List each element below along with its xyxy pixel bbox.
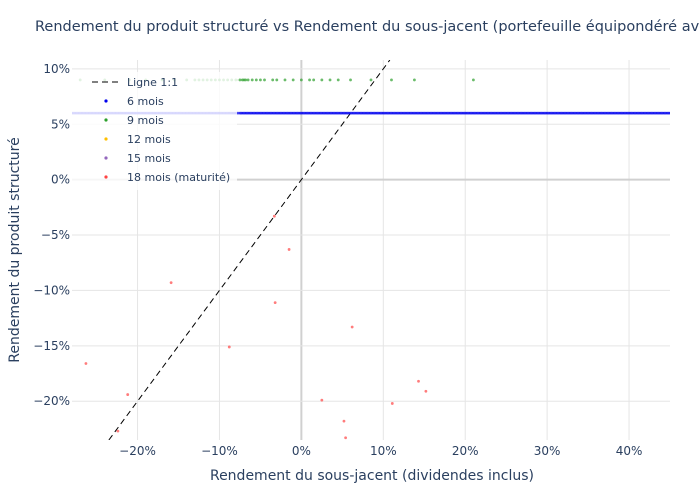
legend-marker bbox=[104, 118, 108, 122]
data-point bbox=[244, 78, 248, 82]
data-point bbox=[342, 419, 346, 423]
reference-line bbox=[108, 60, 391, 440]
data-point bbox=[424, 389, 428, 393]
data-point-6-mois bbox=[668, 111, 670, 115]
data-point bbox=[344, 436, 348, 440]
legend[interactable]: Ligne 1:1 6 mois 9 mois 12 mois 15 mois 18 mo… bbox=[72, 72, 237, 190]
data-point bbox=[336, 78, 340, 82]
data-point bbox=[413, 78, 416, 82]
x-tick-label: 0% bbox=[292, 444, 311, 458]
data-point bbox=[84, 362, 88, 365]
x-tick-label: 20% bbox=[452, 444, 479, 458]
y-tick-label: −10% bbox=[33, 283, 70, 297]
data-point bbox=[238, 78, 242, 82]
y-tick-label: −15% bbox=[33, 339, 70, 353]
data-point bbox=[259, 78, 262, 82]
data-point bbox=[169, 281, 173, 285]
data-point bbox=[417, 379, 420, 383]
data-point bbox=[349, 78, 352, 82]
tick-labels: −20% −10% 0% 10% 20% 30% 40% −20% −15% −10% −5% 0% 5… bbox=[33, 62, 642, 458]
legend-item[interactable]: 18 mois (maturité) bbox=[104, 171, 230, 184]
legend-item[interactable]: 9 mois bbox=[104, 114, 164, 127]
x-tick-label: 30% bbox=[534, 444, 561, 458]
data-point bbox=[283, 78, 287, 82]
data-point bbox=[320, 78, 324, 82]
data-point bbox=[254, 78, 258, 82]
x-axis-title: Rendement du sous-jacent (dividendes inc… bbox=[210, 468, 534, 484]
data-point bbox=[390, 402, 394, 405]
legend-label: 12 mois bbox=[127, 133, 171, 146]
legend-marker bbox=[104, 175, 108, 179]
data-point bbox=[227, 345, 231, 349]
legend-marker bbox=[104, 137, 108, 141]
data-point bbox=[328, 78, 332, 82]
legend-marker bbox=[104, 156, 108, 160]
x-tick-label: 10% bbox=[370, 444, 397, 458]
data-point bbox=[271, 78, 275, 82]
x-tick-label: −10% bbox=[201, 444, 238, 458]
data-point bbox=[272, 214, 276, 218]
data-point bbox=[291, 78, 295, 82]
y-axis-title: Rendement du produit structuré bbox=[7, 137, 23, 362]
data-point bbox=[299, 78, 303, 82]
data-point bbox=[312, 78, 316, 82]
legend-item[interactable]: 6 mois bbox=[104, 95, 164, 108]
data-point bbox=[390, 78, 393, 82]
data-point bbox=[320, 398, 324, 402]
data-point bbox=[250, 78, 254, 82]
legend-label: 6 mois bbox=[127, 95, 164, 108]
legend-label: 9 mois bbox=[127, 114, 164, 127]
y-tick-label: 10% bbox=[43, 62, 70, 76]
chart-title: Rendement du produit structuré vs Rendem… bbox=[35, 19, 700, 35]
data-point bbox=[273, 301, 277, 305]
data-point bbox=[350, 325, 354, 329]
data-point bbox=[116, 429, 120, 433]
legend-label: 15 mois bbox=[127, 152, 171, 165]
x-tick-label: −20% bbox=[119, 444, 156, 458]
y-tick-label: 0% bbox=[51, 173, 70, 187]
data-point bbox=[287, 248, 291, 251]
data-point bbox=[308, 78, 311, 82]
data-point bbox=[263, 78, 266, 82]
y-tick-label: −5% bbox=[41, 228, 70, 242]
data-point bbox=[369, 78, 373, 82]
legend-item[interactable]: Ligne 1:1 bbox=[92, 76, 178, 89]
legend-label: 18 mois (maturité) bbox=[127, 171, 230, 184]
legend-marker bbox=[104, 99, 108, 103]
legend-item[interactable]: 12 mois bbox=[104, 133, 171, 146]
data-point bbox=[471, 78, 475, 82]
y-tick-label: −20% bbox=[33, 394, 70, 408]
data-point bbox=[275, 78, 279, 82]
data-point bbox=[246, 78, 250, 82]
legend-background bbox=[72, 72, 237, 190]
legend-item[interactable]: 15 mois bbox=[104, 152, 171, 165]
y-tick-label: 5% bbox=[51, 117, 70, 131]
data-point bbox=[126, 393, 130, 396]
legend-label: Ligne 1:1 bbox=[127, 76, 178, 89]
x-tick-label: 40% bbox=[616, 444, 643, 458]
